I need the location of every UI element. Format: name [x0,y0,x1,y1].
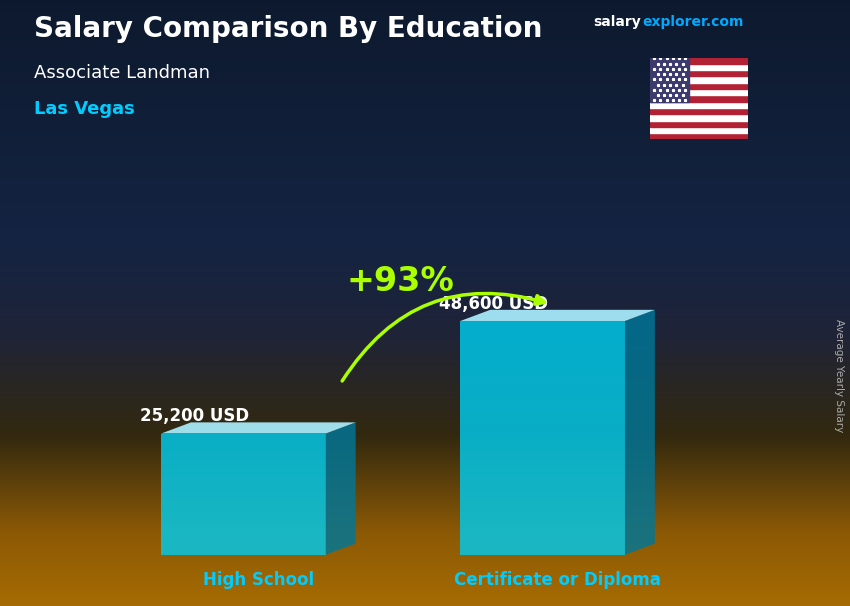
Bar [650,58,689,102]
Text: 48,600 USD: 48,600 USD [439,295,547,313]
Bar [650,127,748,133]
FancyArrowPatch shape [343,293,545,381]
Text: Las Vegas: Las Vegas [34,100,135,118]
Text: High School: High School [203,571,314,590]
Polygon shape [162,433,326,554]
Text: salary: salary [593,15,641,29]
Bar [650,64,748,70]
Bar [650,83,748,89]
Bar [650,114,748,121]
Bar [650,58,748,64]
Bar [650,108,748,114]
Bar [650,95,748,102]
Polygon shape [461,310,654,321]
Bar [650,121,748,127]
Bar [650,133,748,139]
Bar [650,70,748,76]
Text: Salary Comparison By Education: Salary Comparison By Education [34,15,542,43]
Polygon shape [625,310,654,554]
Text: Certificate or Diploma: Certificate or Diploma [454,571,661,590]
Text: 25,200 USD: 25,200 USD [139,407,249,425]
Bar [650,76,748,83]
Text: +93%: +93% [347,265,455,298]
Polygon shape [326,422,355,554]
Text: explorer.com: explorer.com [643,15,744,29]
Polygon shape [461,321,625,554]
Text: Average Yearly Salary: Average Yearly Salary [834,319,844,432]
Bar [650,102,748,108]
Polygon shape [162,422,355,433]
Text: Associate Landman: Associate Landman [34,64,210,82]
Bar [650,89,748,95]
